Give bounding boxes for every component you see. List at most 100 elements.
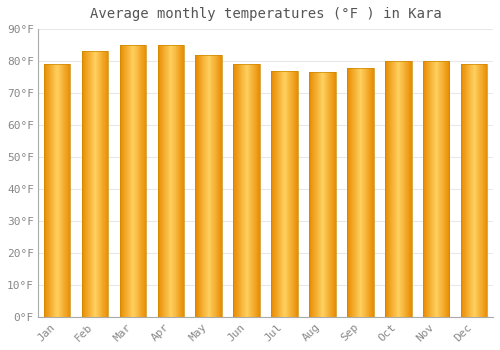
Bar bbox=[274, 71, 275, 317]
Bar bbox=[363, 68, 364, 317]
Bar bbox=[438, 61, 439, 317]
Bar bbox=[90, 51, 91, 317]
Bar bbox=[476, 64, 477, 317]
Bar bbox=[441, 61, 442, 317]
Bar bbox=[99, 51, 100, 317]
Bar bbox=[239, 64, 240, 317]
Bar bbox=[107, 51, 108, 317]
Bar bbox=[403, 61, 404, 317]
Bar bbox=[48, 64, 49, 317]
Bar bbox=[370, 68, 371, 317]
Bar bbox=[484, 64, 485, 317]
Bar bbox=[393, 61, 394, 317]
Bar bbox=[95, 51, 96, 317]
Bar bbox=[462, 64, 463, 317]
Bar bbox=[158, 45, 184, 317]
Bar bbox=[372, 68, 373, 317]
Bar bbox=[242, 64, 243, 317]
Bar bbox=[447, 61, 448, 317]
Bar bbox=[249, 64, 250, 317]
Bar bbox=[318, 72, 320, 317]
Bar bbox=[137, 45, 138, 317]
Bar bbox=[423, 61, 450, 317]
Bar bbox=[483, 64, 484, 317]
Bar bbox=[373, 68, 374, 317]
Bar bbox=[211, 55, 212, 317]
Bar bbox=[355, 68, 356, 317]
Bar bbox=[272, 71, 273, 317]
Bar bbox=[353, 68, 354, 317]
Bar bbox=[358, 68, 359, 317]
Bar bbox=[463, 64, 464, 317]
Bar bbox=[57, 64, 58, 317]
Bar bbox=[326, 72, 328, 317]
Bar bbox=[404, 61, 406, 317]
Bar bbox=[54, 64, 55, 317]
Bar bbox=[49, 64, 50, 317]
Bar bbox=[388, 61, 390, 317]
Bar bbox=[423, 61, 424, 317]
Bar bbox=[485, 64, 486, 317]
Bar bbox=[83, 51, 84, 317]
Bar bbox=[397, 61, 398, 317]
Bar bbox=[160, 45, 162, 317]
Bar bbox=[278, 71, 280, 317]
Bar bbox=[296, 71, 297, 317]
Bar bbox=[292, 71, 293, 317]
Bar bbox=[82, 51, 83, 317]
Bar bbox=[311, 72, 312, 317]
Bar bbox=[210, 55, 211, 317]
Bar bbox=[464, 64, 465, 317]
Bar bbox=[391, 61, 392, 317]
Bar bbox=[428, 61, 429, 317]
Bar bbox=[386, 61, 387, 317]
Bar bbox=[431, 61, 432, 317]
Bar bbox=[410, 61, 411, 317]
Bar bbox=[272, 71, 298, 317]
Bar bbox=[409, 61, 410, 317]
Bar bbox=[285, 71, 286, 317]
Bar bbox=[435, 61, 436, 317]
Bar bbox=[208, 55, 210, 317]
Bar bbox=[350, 68, 351, 317]
Bar bbox=[162, 45, 163, 317]
Bar bbox=[209, 55, 210, 317]
Bar bbox=[244, 64, 245, 317]
Bar bbox=[176, 45, 177, 317]
Bar bbox=[469, 64, 470, 317]
Bar bbox=[59, 64, 60, 317]
Bar bbox=[96, 51, 97, 317]
Bar bbox=[364, 68, 365, 317]
Bar bbox=[64, 64, 65, 317]
Bar bbox=[256, 64, 258, 317]
Bar bbox=[387, 61, 388, 317]
Bar bbox=[196, 55, 197, 317]
Bar bbox=[472, 64, 473, 317]
Bar bbox=[448, 61, 449, 317]
Bar bbox=[468, 64, 469, 317]
Bar bbox=[320, 72, 321, 317]
Bar bbox=[87, 51, 88, 317]
Bar bbox=[51, 64, 52, 317]
Bar bbox=[360, 68, 361, 317]
Bar bbox=[235, 64, 236, 317]
Bar bbox=[127, 45, 128, 317]
Bar bbox=[430, 61, 431, 317]
Bar bbox=[443, 61, 444, 317]
Bar bbox=[348, 68, 350, 317]
Bar bbox=[255, 64, 256, 317]
Bar bbox=[250, 64, 251, 317]
Bar bbox=[67, 64, 68, 317]
Bar bbox=[196, 55, 222, 317]
Bar bbox=[294, 71, 295, 317]
Bar bbox=[45, 64, 46, 317]
Bar bbox=[126, 45, 127, 317]
Bar bbox=[477, 64, 478, 317]
Bar bbox=[234, 64, 235, 317]
Bar bbox=[60, 64, 61, 317]
Bar bbox=[385, 61, 386, 317]
Bar bbox=[198, 55, 199, 317]
Bar bbox=[461, 64, 487, 317]
Bar bbox=[58, 64, 59, 317]
Bar bbox=[163, 45, 164, 317]
